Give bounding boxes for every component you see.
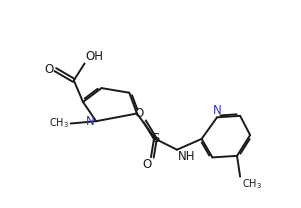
Text: O: O (142, 158, 152, 171)
Text: O: O (135, 108, 144, 120)
Text: CH$_3$: CH$_3$ (242, 177, 262, 191)
Text: N: N (213, 104, 222, 117)
Text: S: S (151, 132, 160, 145)
Text: OH: OH (85, 50, 103, 63)
Text: CH$_3$: CH$_3$ (49, 117, 69, 130)
Text: NH: NH (178, 150, 195, 163)
Text: N: N (86, 115, 95, 128)
Text: O: O (45, 63, 54, 76)
